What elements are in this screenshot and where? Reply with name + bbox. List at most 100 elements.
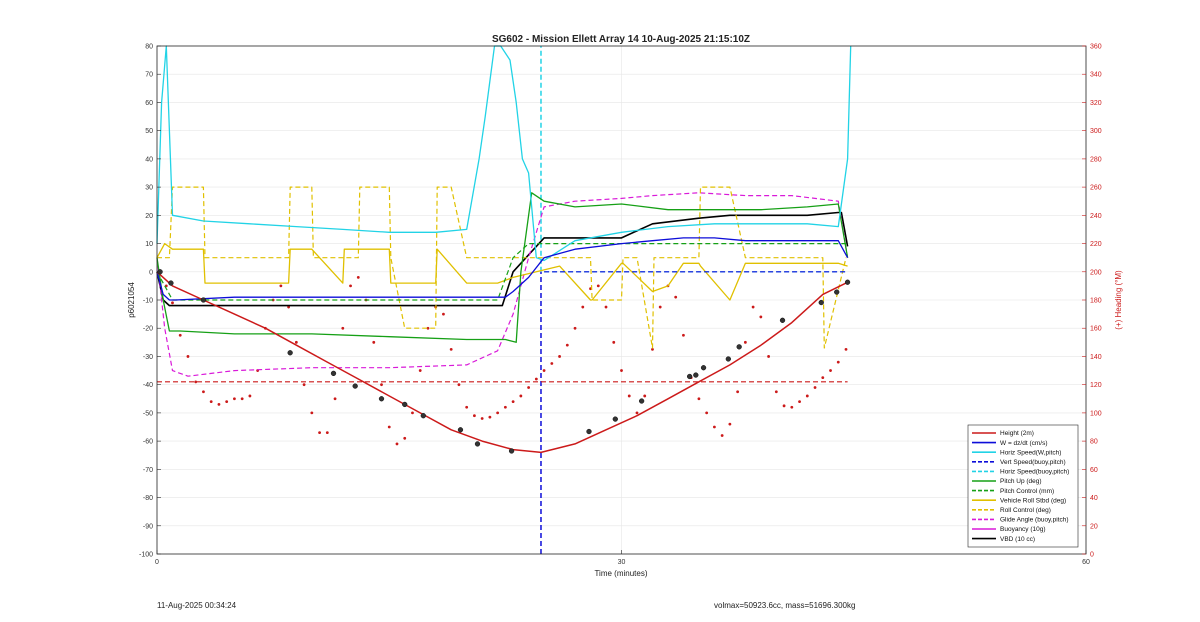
y-right-tick-label: 140 xyxy=(1090,354,1102,361)
heading-point xyxy=(325,431,329,435)
pitch-control-mm-series xyxy=(156,243,848,301)
heading-point xyxy=(418,369,422,372)
y-right-tick-label: 340 xyxy=(1090,72,1102,79)
chart-title: SG602 - Mission Ellett Array 14 10-Aug-2… xyxy=(492,34,750,45)
height-marker xyxy=(700,365,707,371)
heading-point xyxy=(658,305,662,309)
height-marker xyxy=(330,370,337,377)
y-right-tick-label: 300 xyxy=(1090,128,1102,135)
y-right-tick-label: 160 xyxy=(1090,326,1102,333)
y-right-tick-label: 280 xyxy=(1090,156,1102,163)
heading-point xyxy=(705,411,709,415)
y-right-tick-label: 120 xyxy=(1090,382,1102,389)
heading-point xyxy=(767,355,770,358)
heading-point xyxy=(310,411,314,415)
heading-point xyxy=(697,397,701,401)
y-tick-label: 40 xyxy=(145,156,153,163)
x-tick-label: 30 xyxy=(618,559,626,566)
y-tick-label: 20 xyxy=(145,213,153,220)
y-right-tick-label: 200 xyxy=(1090,269,1102,276)
heading-point xyxy=(519,394,523,398)
roll-control-deg-series xyxy=(157,186,847,349)
height-2m-series xyxy=(156,271,847,454)
height-marker xyxy=(844,279,851,285)
y-tick-label: -10 xyxy=(143,298,153,305)
heading-point xyxy=(635,411,639,415)
y-right-tick-label: 260 xyxy=(1090,185,1102,192)
heading-point xyxy=(751,305,755,309)
heading-point xyxy=(596,284,600,288)
y-tick-label: -30 xyxy=(143,354,153,361)
y-tick-label: 50 xyxy=(145,128,153,135)
right-axis-ticks: 3603403203002802602402202001801601401201… xyxy=(1082,44,1102,559)
heading-point xyxy=(790,405,794,409)
heading-point xyxy=(829,369,832,372)
legend-label-w-dz-dt-cm-s: W = dz/dt (cm/s) xyxy=(1000,440,1048,447)
y-tick-label: -90 xyxy=(143,523,153,530)
heading-point xyxy=(674,295,678,299)
x-axis-ticks: 0 30 60 xyxy=(155,550,1090,566)
height-marker xyxy=(168,280,174,286)
height-marker xyxy=(818,299,824,306)
heading-point xyxy=(449,347,453,351)
legend-label-horiz-speed-w-pitch: Horiz Speed(W,pitch) xyxy=(1000,449,1061,456)
height-marker xyxy=(378,396,385,402)
height-marker xyxy=(457,427,464,433)
heading-point xyxy=(395,442,399,446)
legend-label-vehicle-roll-stbd-deg: Vehicle Roll Stbd (deg) xyxy=(1000,497,1066,504)
heading-point xyxy=(380,383,383,387)
heading-point xyxy=(186,355,190,358)
heading-point xyxy=(682,333,685,337)
legend: Height (2m) W = dz/dt (cm/s) Horiz Speed(W… xyxy=(967,424,1079,548)
heading-point xyxy=(233,397,236,401)
heading-point xyxy=(651,347,654,351)
horiz-speed-w-pitch-series xyxy=(156,45,852,262)
series-layer xyxy=(156,45,852,554)
height-marker xyxy=(779,317,786,323)
heading-point xyxy=(782,404,786,408)
pitch-up-deg-series xyxy=(156,192,849,343)
heading-point xyxy=(573,326,577,330)
y-right-tick-label: 80 xyxy=(1090,439,1098,446)
heading-point xyxy=(604,305,608,309)
heading-point xyxy=(473,414,476,418)
height-marker xyxy=(474,441,481,447)
heading-point xyxy=(720,434,724,437)
heading-point xyxy=(387,425,391,429)
heading-point xyxy=(488,415,492,419)
heading-point xyxy=(503,405,507,409)
y-axis-label-right: (+) Heading (°M) xyxy=(1114,270,1123,330)
footer-timestamp: 11-Aug-2025 00:34:24 xyxy=(157,601,237,610)
legend-label-horiz-speed-buoy-pitch: Horiz Speed(buoy,pitch) xyxy=(1000,469,1069,476)
y-right-tick-label: 320 xyxy=(1090,100,1102,107)
y-right-tick-label: 60 xyxy=(1090,467,1098,474)
height-marker xyxy=(287,350,293,356)
legend-label-pitch-control-mm: Pitch Control (mm) xyxy=(1000,488,1054,495)
y-right-tick-label: 0 xyxy=(1090,552,1094,559)
legend-label-vert-speed-buoy-pitch: Vert Speed(buoy,pitch) xyxy=(1000,459,1066,466)
heading-point xyxy=(209,400,213,403)
height-marker xyxy=(508,448,515,454)
y-right-tick-label: 180 xyxy=(1090,298,1102,305)
height-marker xyxy=(638,398,645,404)
y-tick-label: -50 xyxy=(143,410,153,417)
heading-point xyxy=(565,343,569,347)
heading-point xyxy=(643,394,647,398)
heading-point xyxy=(240,397,244,401)
y-right-tick-label: 220 xyxy=(1090,241,1102,248)
heading-point xyxy=(248,394,252,398)
height-marker xyxy=(725,356,731,362)
height-marker xyxy=(693,372,699,378)
heading-point xyxy=(527,386,530,389)
height-marker xyxy=(200,297,207,303)
legend-label-roll-control-deg: Roll Control (deg) xyxy=(1000,507,1051,514)
heading-point xyxy=(333,397,337,401)
heading-point xyxy=(805,394,809,398)
heading-point xyxy=(341,326,345,330)
legend-label-glide-angle-buoy-pitch: Glide Angle (buoy,pitch) xyxy=(1000,517,1069,524)
heading-point xyxy=(171,301,174,305)
legend-label-pitch-up-deg: Pitch Up (deg) xyxy=(1000,478,1042,485)
legend-label-vbd-10-cc: VBD (10 cc) xyxy=(1000,536,1035,543)
y-right-tick-label: 20 xyxy=(1090,523,1098,530)
y-tick-label: -20 xyxy=(143,326,153,333)
